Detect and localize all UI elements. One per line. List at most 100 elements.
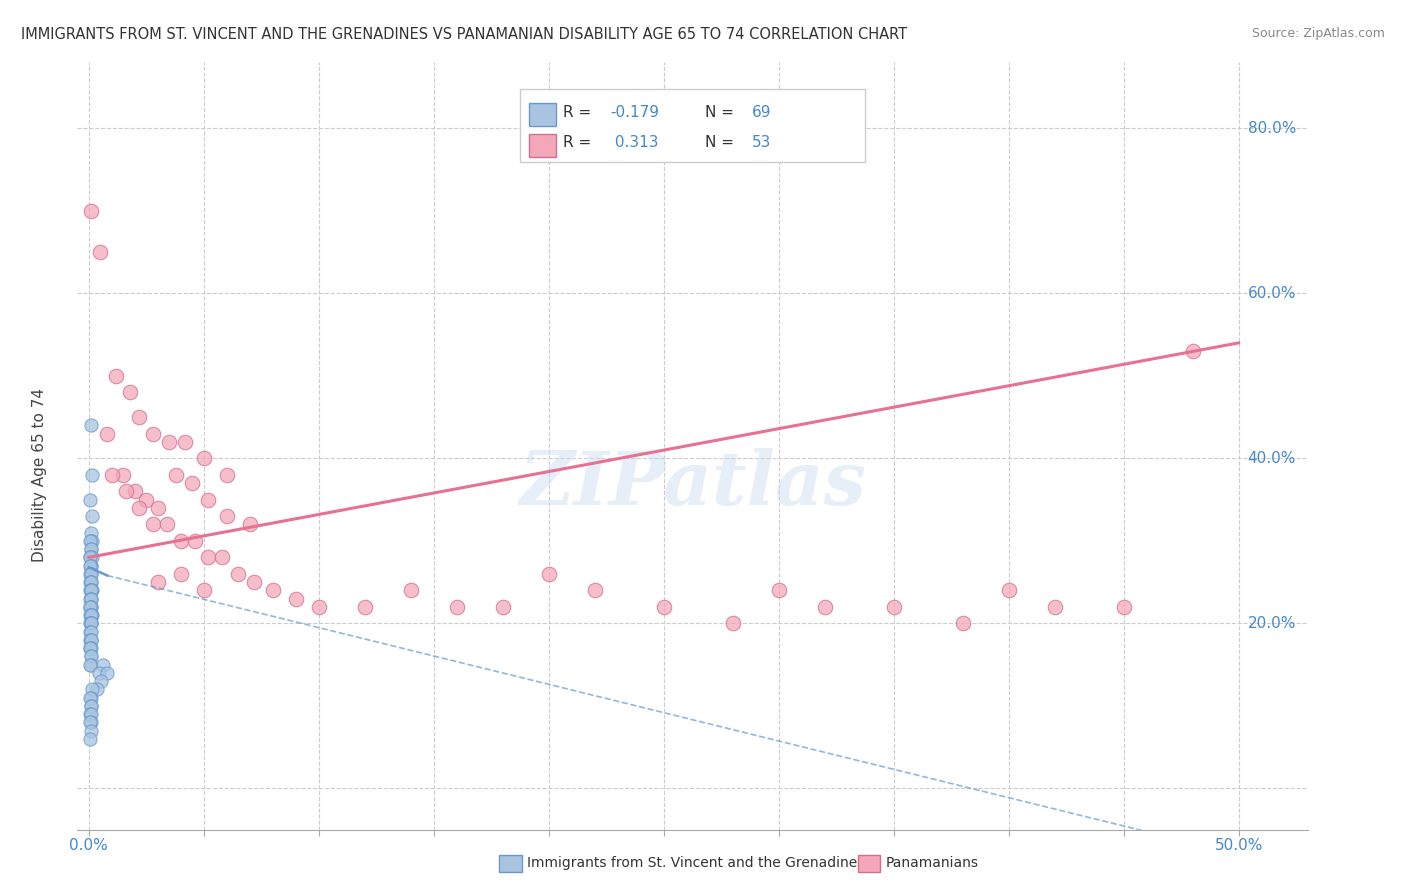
Point xyxy=(537,566,560,581)
Point xyxy=(79,550,101,565)
Point xyxy=(79,616,101,631)
Point xyxy=(79,583,101,598)
Point xyxy=(79,550,101,565)
Point xyxy=(79,707,101,722)
Point xyxy=(80,723,103,738)
Point xyxy=(174,434,197,449)
Text: R =: R = xyxy=(564,104,596,120)
Point xyxy=(80,575,103,590)
Point xyxy=(243,575,266,590)
Point xyxy=(181,476,204,491)
Point xyxy=(183,533,205,548)
Text: 40.0%: 40.0% xyxy=(1247,450,1296,466)
Point xyxy=(197,550,219,565)
Point xyxy=(80,624,103,639)
Point xyxy=(80,657,103,672)
Point xyxy=(79,641,101,656)
Point xyxy=(80,583,103,598)
Point xyxy=(308,599,330,614)
Point xyxy=(79,715,101,730)
Text: Source: ZipAtlas.com: Source: ZipAtlas.com xyxy=(1251,27,1385,40)
Point xyxy=(79,418,101,433)
Point xyxy=(80,566,103,581)
Point xyxy=(79,649,101,664)
Text: 0.313: 0.313 xyxy=(610,136,658,151)
Point xyxy=(239,517,262,532)
Point xyxy=(262,583,284,598)
Point xyxy=(124,484,146,499)
Point xyxy=(399,583,422,598)
Point xyxy=(79,599,101,614)
Point xyxy=(1181,344,1204,359)
Point xyxy=(79,641,101,656)
Point xyxy=(80,566,103,581)
Point xyxy=(353,599,375,614)
Text: IMMIGRANTS FROM ST. VINCENT AND THE GRENADINES VS PANAMANIAN DISABILITY AGE 65 T: IMMIGRANTS FROM ST. VINCENT AND THE GREN… xyxy=(21,27,907,42)
Text: N =: N = xyxy=(704,104,738,120)
Point xyxy=(79,608,101,623)
Point xyxy=(79,657,101,672)
Point xyxy=(768,583,790,598)
Point xyxy=(91,657,114,672)
Point xyxy=(80,542,103,557)
Point xyxy=(170,566,193,581)
Text: -0.179: -0.179 xyxy=(610,104,659,120)
Point xyxy=(142,517,165,532)
Point xyxy=(79,583,101,598)
Point xyxy=(215,509,238,524)
Point xyxy=(165,467,187,482)
Text: ZIPatlas: ZIPatlas xyxy=(519,448,866,521)
Point xyxy=(80,599,103,614)
Point xyxy=(79,575,101,590)
Point xyxy=(492,599,515,614)
Point xyxy=(157,434,180,449)
Point xyxy=(89,665,111,680)
Bar xyxy=(529,134,555,157)
Point xyxy=(193,583,215,598)
Point xyxy=(79,599,101,614)
Point xyxy=(79,608,101,623)
Point xyxy=(997,583,1019,598)
Point xyxy=(80,608,103,623)
Point xyxy=(80,641,103,656)
Point xyxy=(215,467,238,482)
Point xyxy=(80,542,103,557)
Point xyxy=(146,500,169,515)
Point xyxy=(952,616,974,631)
Point xyxy=(80,632,103,647)
Point xyxy=(79,624,101,639)
Point xyxy=(284,591,307,606)
Point xyxy=(79,533,101,548)
Point xyxy=(80,533,103,548)
Point xyxy=(79,599,101,614)
Text: 53: 53 xyxy=(752,136,770,151)
Point xyxy=(1043,599,1066,614)
Point xyxy=(112,467,135,482)
Text: 80.0%: 80.0% xyxy=(1247,121,1296,136)
Text: 0.0%: 0.0% xyxy=(69,838,108,853)
Point xyxy=(80,467,103,482)
Point xyxy=(80,550,103,565)
Point xyxy=(80,707,103,722)
Point xyxy=(80,591,103,606)
Point xyxy=(89,245,111,260)
Point xyxy=(105,368,128,383)
Point xyxy=(652,599,675,614)
Text: 60.0%: 60.0% xyxy=(1247,286,1296,301)
Text: 69: 69 xyxy=(752,104,770,120)
Point xyxy=(80,608,103,623)
Text: N =: N = xyxy=(704,136,738,151)
Point xyxy=(90,674,112,689)
Point xyxy=(226,566,249,581)
Point xyxy=(79,533,101,548)
Text: Disability Age 65 to 74: Disability Age 65 to 74 xyxy=(32,388,48,562)
Point xyxy=(79,690,101,705)
Point xyxy=(146,575,169,590)
Point xyxy=(156,517,179,532)
Point xyxy=(80,682,103,697)
Point xyxy=(80,698,103,713)
Point xyxy=(883,599,905,614)
Point xyxy=(79,203,101,218)
Point xyxy=(721,616,744,631)
Point xyxy=(79,715,101,730)
